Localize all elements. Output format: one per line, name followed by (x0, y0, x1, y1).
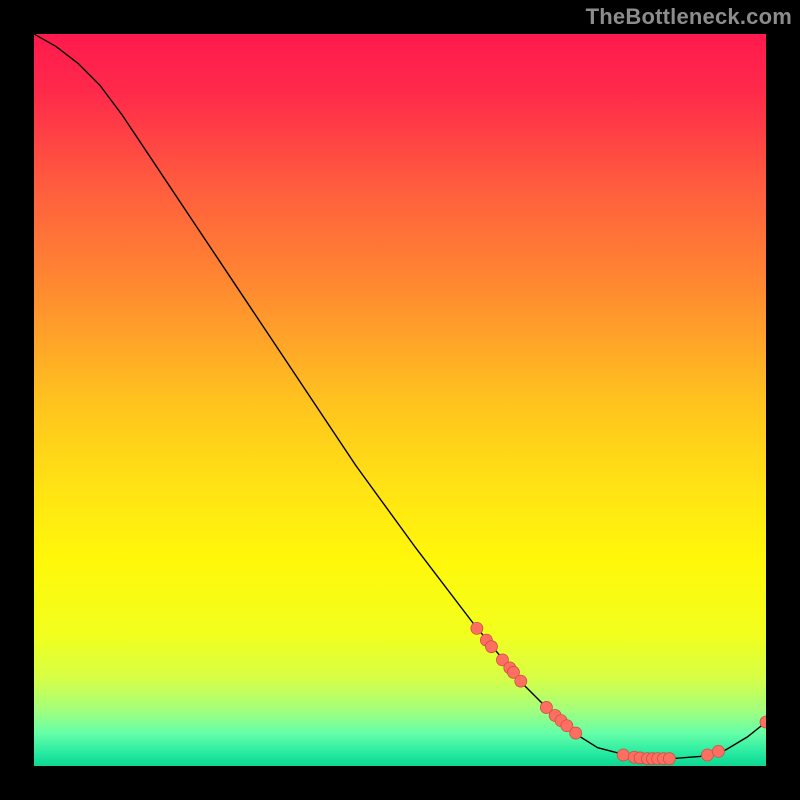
chart-svg (34, 34, 766, 766)
chart-container: TheBottleneck.com (0, 0, 800, 800)
data-marker (712, 745, 724, 757)
data-marker (663, 753, 675, 765)
data-marker (701, 749, 713, 761)
data-marker (617, 749, 629, 761)
plot-area (34, 34, 766, 766)
gradient-background (34, 34, 766, 766)
watermark-text: TheBottleneck.com (586, 4, 792, 30)
data-marker (471, 622, 483, 634)
data-marker (515, 675, 527, 687)
data-marker (570, 727, 582, 739)
data-marker (486, 641, 498, 653)
